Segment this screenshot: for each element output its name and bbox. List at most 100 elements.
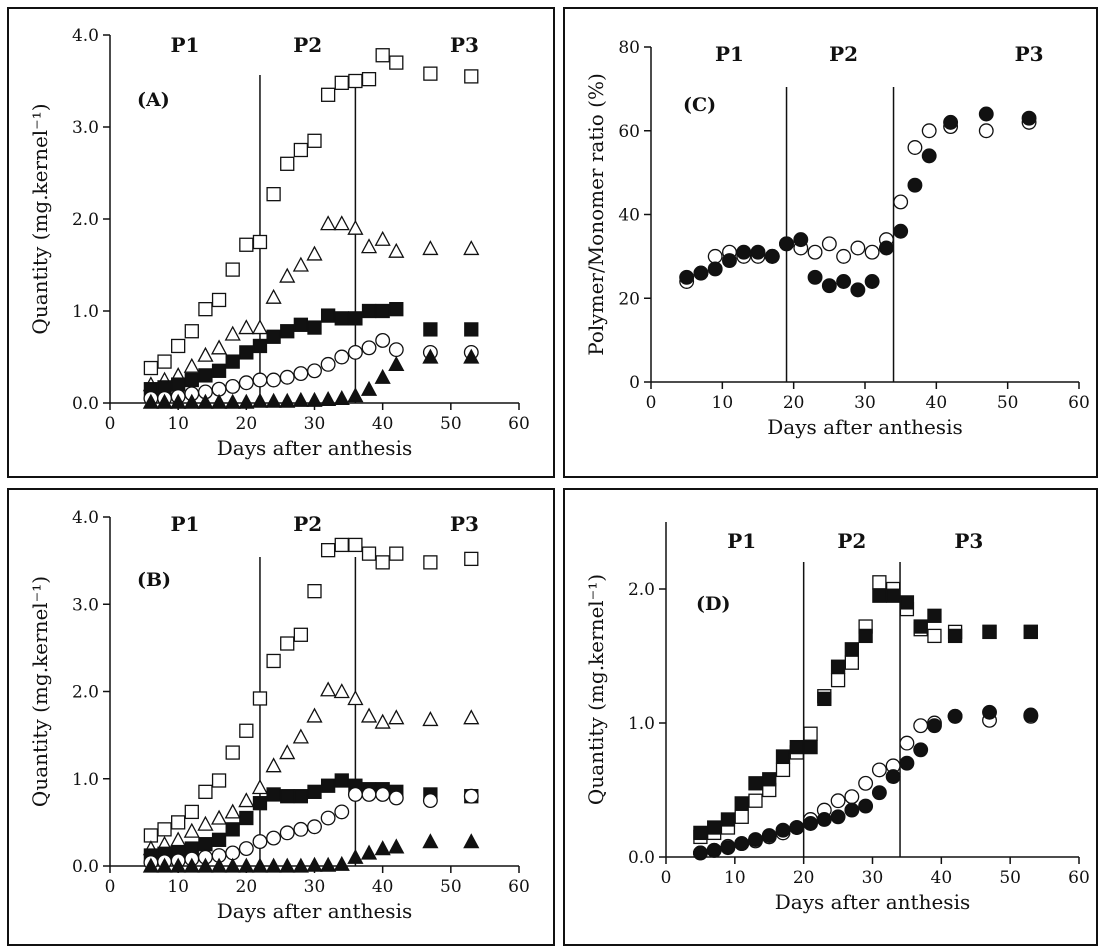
data-point [844, 802, 860, 818]
data-point [251, 392, 269, 408]
phase-label: P1 [727, 529, 756, 553]
x-axis-title: Days after anthesis [775, 890, 970, 914]
data-point [307, 320, 322, 335]
data-point [464, 551, 479, 567]
data-point [803, 726, 818, 741]
data-point [197, 857, 214, 873]
data-point [844, 789, 860, 805]
data-point [210, 857, 228, 873]
x-tick-label: 60 [1068, 868, 1090, 888]
data-point [334, 75, 349, 90]
chart-panel-c: 0 10 20 30 40 50 60 0 20 40 60 80 Days after anthesi… [563, 7, 1098, 478]
data-point [893, 223, 909, 239]
data-point [252, 796, 268, 811]
data-point [210, 809, 228, 825]
data-point [720, 812, 736, 827]
data-point [803, 816, 819, 831]
data-point [885, 769, 901, 785]
data-point [306, 707, 323, 723]
data-point [463, 788, 479, 804]
data-point [389, 546, 404, 561]
data-point [143, 828, 159, 843]
y-tick-label: 80 [618, 38, 640, 58]
data-point [183, 393, 200, 409]
data-point [422, 711, 439, 727]
chart-c-svg: 0 10 20 30 40 50 60 0 20 40 60 80 Days after anthesi… [563, 7, 1098, 478]
x-tick-label: 0 [105, 414, 116, 434]
data-point [238, 841, 254, 857]
data-point [748, 793, 763, 808]
data-point [184, 804, 199, 820]
data-point [807, 244, 823, 260]
data-point [374, 230, 391, 246]
data-point [360, 380, 378, 396]
data-point [374, 368, 391, 384]
data-point [943, 114, 959, 130]
data-point [293, 627, 309, 642]
data-point [734, 836, 750, 852]
data-point [265, 288, 282, 304]
y-tick-label: 1.0 [72, 302, 99, 322]
data-point [183, 822, 200, 838]
series-square-open [143, 48, 479, 376]
data-point [183, 857, 200, 873]
data-point [830, 659, 846, 674]
data-point [347, 787, 363, 802]
phase-label: P3 [450, 33, 479, 57]
x-tick-label: 20 [793, 868, 815, 888]
data-point [720, 840, 736, 856]
data-point [375, 303, 390, 319]
data-point [157, 354, 172, 369]
panel-frame [563, 488, 1098, 946]
x-tick-label: 40 [372, 414, 394, 434]
chart-panel-b: 0 10 20 30 40 50 60 0.0 1.0 2.0 3.0 4.0 Days after a… [7, 488, 555, 946]
y-axis-title: Quantity (mg.kernel⁻¹) [28, 103, 52, 334]
data-point [293, 142, 309, 158]
phase-label: P1 [170, 33, 199, 57]
data-point [265, 757, 282, 773]
data-point [830, 809, 846, 825]
data-point [793, 232, 809, 248]
data-point [388, 838, 405, 854]
data-point [707, 248, 723, 264]
chart-panel-d: 0 10 20 30 40 50 60 0.0 1.0 2.0 Days after anthesi… [563, 488, 1098, 946]
data-point [360, 238, 378, 254]
data-point [211, 832, 227, 847]
data-point [225, 354, 240, 369]
data-point [238, 319, 255, 335]
data-point [361, 303, 377, 319]
data-point [197, 815, 214, 831]
y-tick-label: 2.0 [628, 580, 655, 600]
y-tick-label: 1.0 [628, 714, 655, 734]
data-point [878, 240, 894, 256]
data-point [885, 588, 901, 603]
data-point [1023, 624, 1038, 640]
data-point [361, 546, 377, 561]
data-point [251, 857, 269, 873]
data-point [464, 69, 479, 84]
data-point [464, 322, 479, 337]
y-tick-label: 4.0 [72, 26, 99, 46]
x-tick-label: 30 [862, 868, 884, 888]
data-point [947, 708, 963, 724]
data-point [858, 628, 873, 644]
data-point [463, 833, 480, 849]
data-point [422, 348, 439, 364]
data-point [198, 784, 213, 799]
x-tick-label: 20 [236, 414, 258, 434]
phase-label: P2 [293, 33, 322, 57]
data-point [893, 194, 909, 210]
data-point [280, 324, 295, 339]
data-point [389, 302, 404, 317]
series-circle-open [143, 332, 479, 406]
data-point [198, 302, 213, 317]
data-point [830, 793, 846, 809]
x-tick-label: 60 [508, 414, 530, 434]
x-axis-title: Days after anthesis [767, 415, 962, 439]
phase-label: P3 [1015, 42, 1044, 66]
data-point [361, 787, 377, 802]
x-tick-label: 30 [304, 877, 326, 897]
data-point [197, 393, 214, 409]
x-tick-label: 0 [105, 877, 116, 897]
data-point [307, 133, 322, 148]
